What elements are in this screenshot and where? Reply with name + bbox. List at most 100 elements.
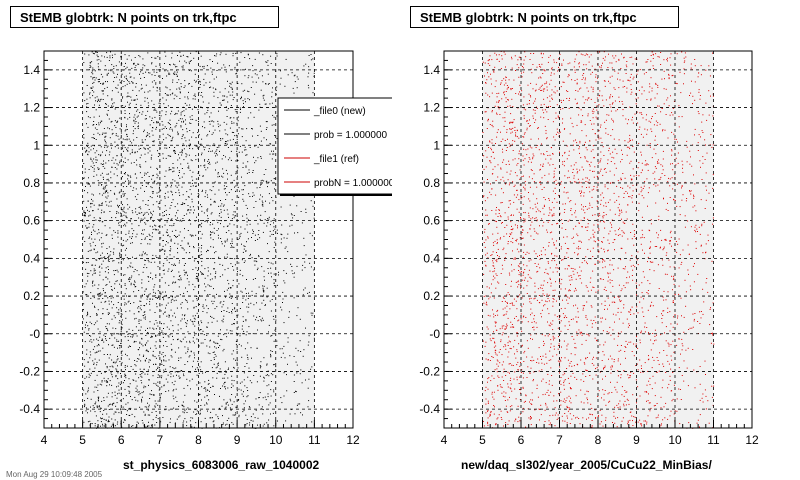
scatter-point [115, 375, 117, 376]
scatter-point [126, 124, 127, 126]
scatter-point [494, 351, 496, 353]
scatter-point [87, 391, 89, 393]
scatter-point [113, 65, 115, 67]
scatter-point [497, 360, 499, 362]
scatter-point [98, 184, 100, 186]
scatter-point [535, 211, 537, 213]
scatter-point [523, 352, 525, 354]
scatter-point [152, 174, 154, 176]
scatter-point [190, 70, 192, 72]
scatter-point [171, 110, 173, 112]
scatter-point [112, 344, 114, 346]
scatter-point [149, 398, 151, 399]
scatter-point [127, 159, 129, 161]
scatter-point [145, 329, 146, 331]
scatter-point [187, 347, 189, 349]
scatter-point [87, 412, 88, 414]
scatter-point [539, 211, 541, 213]
scatter-point [147, 200, 149, 201]
scatter-point [109, 211, 111, 212]
scatter-point [162, 133, 164, 135]
scatter-point [91, 72, 93, 74]
scatter-point [168, 73, 170, 75]
scatter-point [83, 211, 85, 213]
scatter-point [87, 275, 89, 277]
scatter-point [118, 345, 120, 347]
scatter-point [145, 115, 147, 116]
scatter-point [508, 363, 510, 365]
scatter-point [102, 84, 104, 85]
scatter-point [153, 382, 155, 384]
scatter-point [128, 95, 130, 97]
scatter-point [488, 287, 490, 289]
scatter-point [113, 274, 115, 276]
scatter-point [496, 58, 498, 60]
scatter-point [173, 300, 175, 302]
scatter-point [119, 320, 121, 322]
scatter-point [146, 426, 148, 428]
scatter-point [156, 71, 158, 73]
scatter-point [97, 79, 99, 80]
scatter-point [154, 345, 156, 347]
scatter-point [153, 181, 155, 183]
scatter-point [146, 342, 148, 344]
scatter-point [150, 333, 152, 335]
scatter-point [148, 261, 150, 263]
scatter-point [118, 206, 119, 208]
scatter-point [94, 305, 95, 307]
scatter-point [483, 295, 485, 297]
scatter-point [85, 262, 87, 264]
scatter-point [124, 193, 126, 194]
scatter-point [173, 98, 175, 100]
scatter-point [484, 260, 486, 262]
scatter-point [125, 369, 126, 371]
scatter-point [508, 294, 510, 296]
scatter-point [172, 367, 174, 369]
scatter-point [144, 414, 146, 416]
scatter-point [119, 82, 121, 84]
scatter-point [193, 79, 195, 81]
scatter-point [180, 55, 182, 57]
scatter-point [557, 348, 559, 350]
scatter-point [520, 234, 522, 236]
scatter-point [116, 402, 118, 404]
scatter-point [505, 79, 507, 81]
scatter-point [490, 255, 492, 256]
scatter-point [175, 192, 177, 193]
scatter-point [101, 133, 103, 135]
scatter-point [127, 79, 128, 81]
scatter-point [540, 313, 542, 315]
scatter-point [143, 129, 145, 131]
scatter-point [492, 126, 494, 128]
scatter-point [160, 218, 162, 220]
scatter-point [501, 334, 503, 336]
scatter-point [518, 251, 520, 253]
scatter-point [188, 281, 190, 283]
scatter-point [159, 147, 161, 149]
scatter-point [142, 218, 144, 220]
scatter-point [124, 113, 126, 114]
scatter-point [131, 210, 133, 212]
scatter-point [109, 57, 111, 59]
scatter-point [147, 91, 149, 93]
scatter-point [108, 205, 110, 207]
scatter-point [135, 208, 137, 210]
scatter-point [170, 219, 172, 221]
scatter-point [516, 240, 517, 242]
scatter-point [177, 167, 178, 169]
scatter-point [157, 418, 159, 420]
scatter-point [138, 225, 140, 227]
scatter-point [493, 337, 495, 339]
scatter-point [103, 410, 105, 411]
scatter-point [144, 360, 146, 362]
scatter-point [553, 73, 555, 75]
scatter-point [523, 133, 525, 135]
scatter-point [142, 214, 144, 216]
scatter-point [521, 76, 523, 78]
scatter-point [511, 324, 513, 325]
scatter-point [105, 103, 106, 105]
scatter-point [487, 400, 489, 402]
scatter-point [141, 282, 143, 284]
scatter-point [507, 105, 509, 107]
scatter-point [112, 366, 114, 368]
